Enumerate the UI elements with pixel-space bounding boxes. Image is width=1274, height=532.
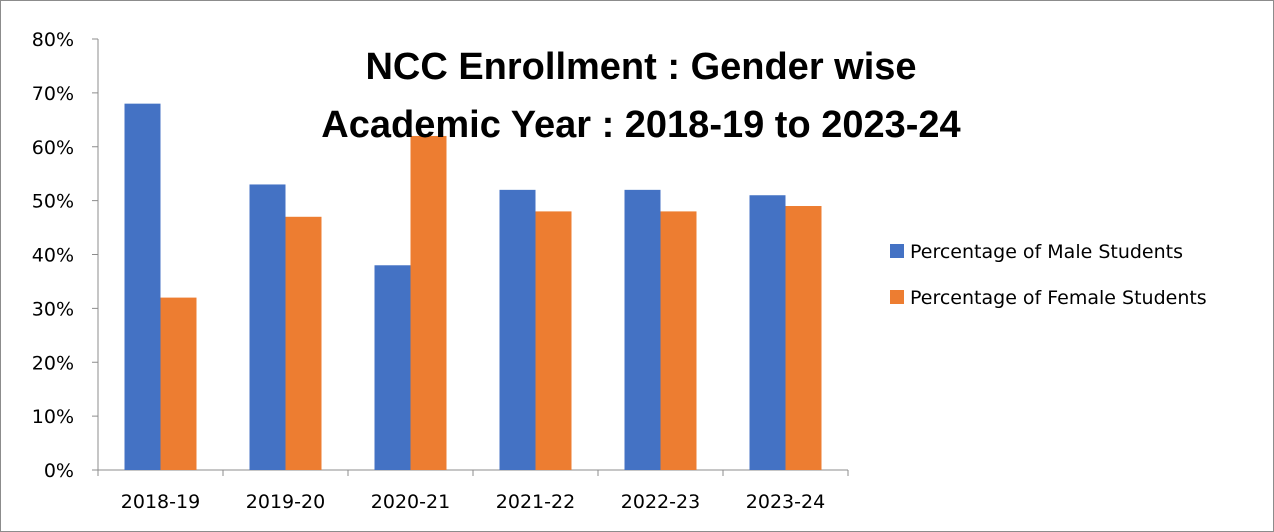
y-tick-label: 70% xyxy=(32,83,74,105)
bar-male-2022-23 xyxy=(624,189,661,470)
x-tick-label: 2022-23 xyxy=(621,491,700,513)
y-ticks: 0% 10% 20% 30% 40% 50% 60% 70% 80% xyxy=(32,29,98,482)
y-tick-label: 0% xyxy=(44,460,74,482)
y-tick-label: 80% xyxy=(32,29,74,51)
x-tick-label: 2019-20 xyxy=(246,491,325,513)
legend-swatch xyxy=(890,244,904,258)
bar-female-2019-20 xyxy=(285,216,322,470)
bar-male-2019-20 xyxy=(249,184,286,470)
x-tick-label: 2021-22 xyxy=(496,491,575,513)
bar-female-2023-24 xyxy=(785,206,822,470)
chart-title: NCC Enrollment : Gender wise Academic Ye… xyxy=(321,46,960,146)
chart-title-line-2: Academic Year : 2018-19 to 2023-24 xyxy=(321,104,960,146)
bars xyxy=(124,103,822,471)
legend-swatch xyxy=(890,290,904,304)
bar-female-2021-22 xyxy=(535,211,572,470)
bar-male-2020-21 xyxy=(374,265,411,470)
x-tick-label: 2020-21 xyxy=(371,491,450,513)
bar-male-2021-22 xyxy=(499,189,536,470)
bar-male-2018-19 xyxy=(124,103,161,471)
x-tick-label: 2023-24 xyxy=(746,491,825,513)
y-tick-label: 50% xyxy=(32,191,74,213)
chart-title-line-1: NCC Enrollment : Gender wise xyxy=(365,46,916,88)
y-tick-label: 40% xyxy=(32,245,74,267)
legend-label: Percentage of Male Students xyxy=(910,241,1183,263)
legend: Percentage of Male Students Percentage of… xyxy=(890,241,1207,309)
bar-male-2023-24 xyxy=(749,195,786,471)
y-tick-label: 10% xyxy=(32,406,74,428)
y-tick-label: 60% xyxy=(32,137,74,159)
y-tick-label: 30% xyxy=(32,298,74,320)
bar-female-2022-23 xyxy=(660,211,697,470)
bar-female-2020-21 xyxy=(410,135,447,470)
bar-female-2018-19 xyxy=(160,297,197,470)
x-tick-label: 2018-19 xyxy=(121,491,200,513)
legend-label: Percentage of Female Students xyxy=(910,287,1207,309)
y-tick-label: 20% xyxy=(32,352,74,374)
x-ticks: 2018-19 2019-20 2020-21 2021-22 2022-23 2023-… xyxy=(97,470,849,513)
